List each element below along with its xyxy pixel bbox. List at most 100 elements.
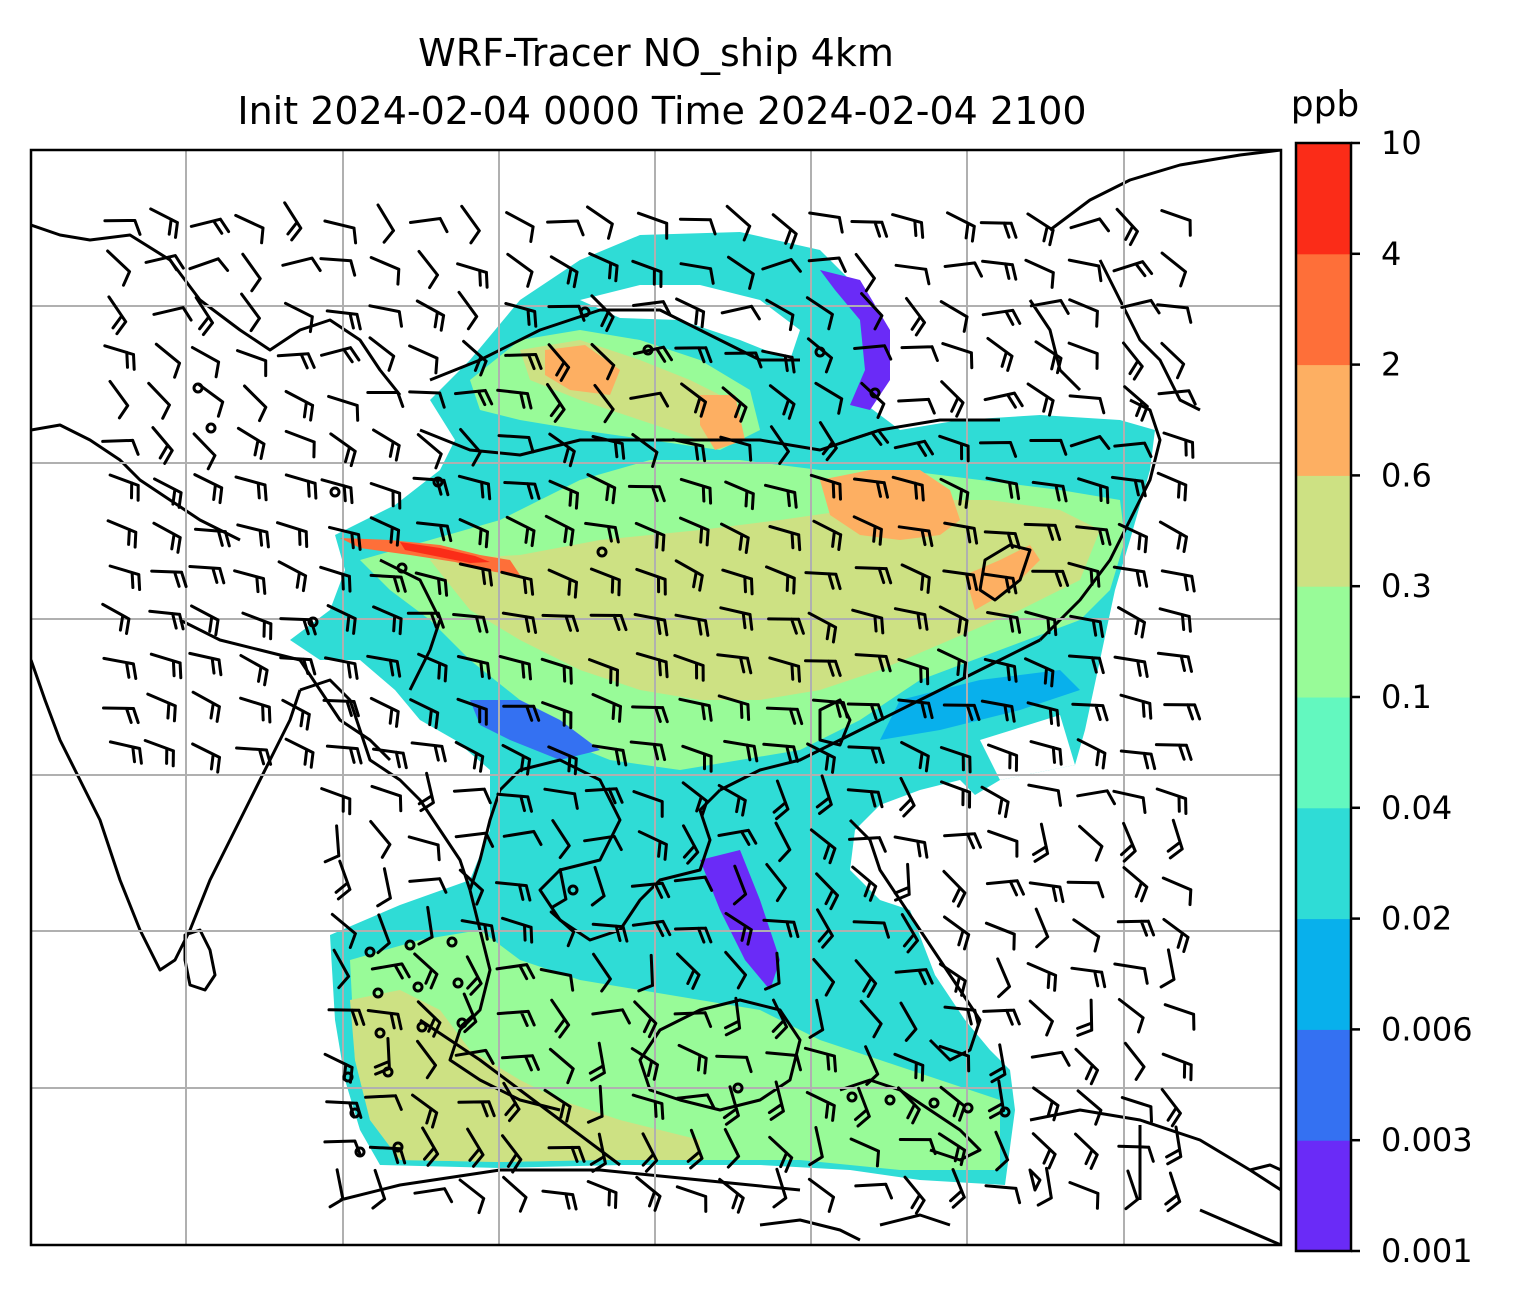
wind-barb (414, 571, 449, 597)
coast-small-islands-2 (759, 1218, 861, 1242)
wind-barb (765, 1051, 802, 1072)
wind-calm-marker (452, 977, 464, 989)
wind-barb (679, 516, 710, 547)
wind-barb (764, 951, 781, 991)
wind-barb (1072, 918, 1101, 953)
wind-barb (591, 1008, 631, 1025)
wind-barb (584, 787, 624, 805)
wind-barb (241, 611, 273, 641)
wind-barb (631, 919, 672, 938)
wind-barb (1165, 1125, 1183, 1166)
colorbar-tick-label: 0.1 (1381, 678, 1432, 716)
wind-barb (106, 519, 138, 549)
wind-barb (772, 1167, 788, 1209)
wind-barb (939, 746, 972, 774)
wind-barb (1032, 1086, 1060, 1122)
wind-barb (981, 572, 1018, 595)
wind-barb (504, 353, 543, 371)
wind-barb (938, 434, 970, 463)
wind-barb (717, 784, 747, 817)
wind-barb (276, 352, 316, 370)
wind-barb (189, 217, 231, 235)
wind-barb (808, 1126, 824, 1167)
colorbar-tick-label: 0.3 (1381, 567, 1432, 605)
coast-china-south (719, 638, 1041, 792)
wind-barb (715, 1054, 753, 1074)
wind-barb (586, 1084, 604, 1124)
wind-barb (546, 383, 566, 423)
wind-barb (466, 1127, 485, 1168)
wind-barb (284, 429, 316, 459)
wind-barb (818, 421, 838, 462)
wind-barbs (101, 201, 1202, 1215)
wind-barb (893, 862, 911, 902)
wind-barb (146, 692, 177, 723)
wind-barb (539, 968, 575, 992)
wind-barb (452, 613, 489, 634)
wind-barb (108, 473, 140, 502)
wind-barb (502, 1175, 528, 1213)
wind-barb (283, 201, 303, 242)
wind-barb (725, 204, 752, 242)
wind-barb (505, 515, 536, 548)
wind-barb (548, 1047, 575, 1085)
wind-barb (544, 514, 575, 547)
wind-barb (807, 1177, 835, 1213)
wind-barb (1163, 1003, 1196, 1031)
colorbar-tick-label: 0.04 (1381, 789, 1452, 827)
wind-barb (1077, 477, 1110, 505)
wind-barb (284, 301, 314, 334)
figure-title-line1: WRF-Tracer NO_ship 4km (418, 31, 894, 75)
wind-barb (1029, 438, 1068, 456)
wind-barb (153, 477, 183, 509)
wind-calm-marker (869, 387, 881, 399)
wind-barb (502, 1081, 521, 1123)
wind-barb (1075, 525, 1112, 546)
wind-barb (456, 697, 488, 726)
wind-barb (679, 477, 713, 505)
wind-barb (236, 349, 268, 378)
wind-calm-marker (579, 306, 591, 318)
wind-barb (458, 518, 489, 549)
wind-barb (1067, 341, 1099, 370)
wind-barb (633, 613, 669, 637)
wind-barb (768, 384, 796, 420)
wind-barb (1115, 207, 1139, 247)
wind-barb (409, 217, 449, 234)
wind-barb (465, 955, 483, 996)
wind-barb (452, 787, 492, 805)
wind-barb (1160, 251, 1187, 288)
wind-barb (989, 1043, 1007, 1084)
wind-barb (591, 744, 628, 767)
wind-barb (234, 213, 265, 245)
wind-barb (814, 381, 844, 415)
colorbar-ticks: 0.001 0.003 0.006 0.02 0.04 0.1 0.3 0.6 2 4 10 (1351, 124, 1473, 1270)
wind-barb (154, 342, 181, 379)
wind-barb (983, 657, 1018, 683)
wind-barb (804, 571, 842, 591)
wind-barb (1066, 880, 1105, 899)
wind-barb (942, 869, 967, 908)
wind-barb (547, 745, 578, 776)
wind-barb (408, 877, 448, 894)
wind-calm-marker (814, 346, 826, 358)
wind-barb (860, 292, 884, 331)
wind-calm-marker (732, 1082, 744, 1094)
colorbar-unit: ppb (1291, 84, 1360, 125)
wind-barb (549, 910, 576, 948)
wind-barb (279, 656, 317, 676)
wind-barb (722, 1085, 740, 1126)
wind-barb (897, 658, 930, 686)
wind-barb (767, 1080, 785, 1121)
wind-barb (1120, 298, 1161, 315)
wind-barb (1119, 693, 1153, 720)
wind-barb (369, 696, 400, 728)
wind-barb (674, 926, 713, 944)
wind-barb (323, 824, 341, 864)
wind-barb (893, 1052, 925, 1082)
wind-barb (502, 704, 541, 722)
wind-calm-marker (364, 946, 376, 958)
wind-barb (768, 656, 801, 683)
wind-barb (1029, 740, 1063, 766)
wind-barb (588, 658, 619, 687)
